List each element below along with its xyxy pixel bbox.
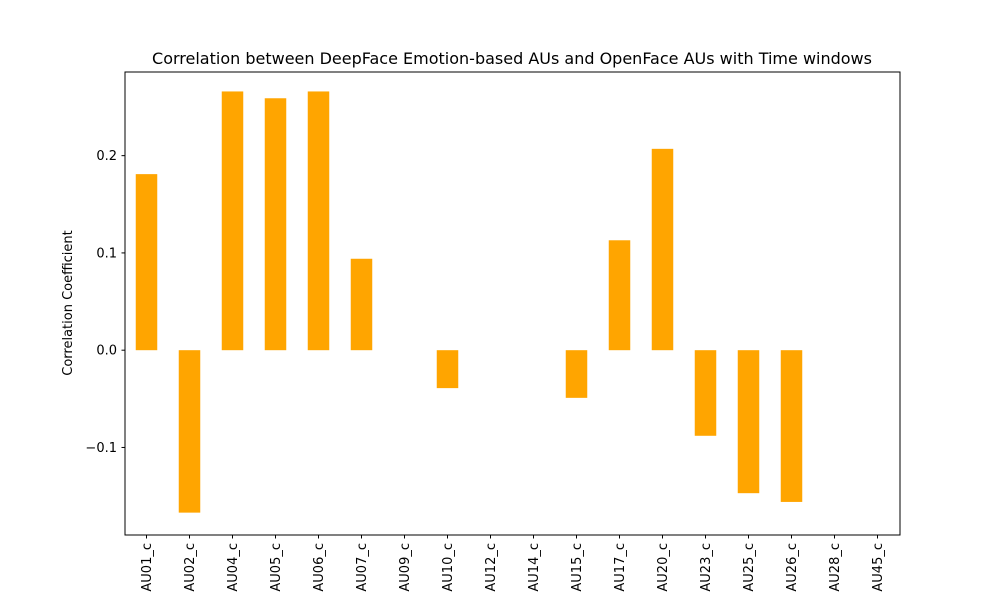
bar-AU20_c bbox=[651, 148, 674, 351]
x-tick-label: AU02_c bbox=[183, 543, 198, 592]
bar-AU04_c bbox=[221, 91, 244, 351]
y-tick-label: −0.1 bbox=[85, 441, 117, 456]
x-axis-ticks: AU01_c AU02_c AU04_c AU05_c AU06_c AU07_c AU09… bbox=[140, 535, 886, 592]
x-tick-label: AU23_c bbox=[699, 543, 714, 592]
x-tick-label: AU25_c bbox=[742, 543, 757, 592]
x-tick-label: AU06_c bbox=[312, 543, 327, 592]
x-tick-label: AU07_c bbox=[355, 543, 370, 592]
x-tick-label: AU28_c bbox=[828, 543, 843, 592]
y-axis-ticks: −0.1 0.0 0.1 0.2 bbox=[85, 149, 125, 456]
x-tick-label: AU45_c bbox=[871, 543, 886, 592]
plot-frame bbox=[124, 71, 901, 536]
bar-AU02_c bbox=[178, 350, 201, 513]
bar-AU05_c bbox=[264, 98, 287, 351]
x-tick-label: AU26_c bbox=[785, 543, 800, 592]
x-tick-label: AU20_c bbox=[656, 543, 671, 592]
bar-AU06_c bbox=[307, 91, 330, 351]
bar-AU07_c bbox=[350, 258, 373, 351]
x-tick-label: AU10_c bbox=[441, 543, 456, 592]
bar-AU26_c bbox=[780, 350, 803, 502]
x-tick-label: AU17_c bbox=[613, 543, 628, 592]
bar-AU23_c bbox=[694, 350, 717, 436]
x-tick-label: AU05_c bbox=[269, 543, 284, 592]
x-tick-label: AU15_c bbox=[570, 543, 585, 592]
chart-title: Correlation between DeepFace Emotion-bas… bbox=[152, 49, 872, 68]
y-tick-label: 0.0 bbox=[96, 344, 117, 359]
bar-AU15_c bbox=[565, 350, 588, 398]
bar-AU10_c bbox=[436, 350, 459, 389]
bars-group bbox=[135, 91, 803, 513]
y-tick-label: 0.2 bbox=[96, 149, 117, 164]
bar-AU17_c bbox=[608, 240, 631, 351]
x-tick-label: AU09_c bbox=[398, 543, 413, 592]
x-tick-label: AU01_c bbox=[140, 543, 155, 592]
bar-AU25_c bbox=[737, 350, 760, 494]
y-axis-label: Correlation Coefficient bbox=[61, 230, 76, 376]
x-tick-label: AU12_c bbox=[484, 543, 499, 592]
x-tick-label: AU14_c bbox=[527, 543, 542, 592]
bar-AU01_c bbox=[135, 174, 158, 351]
x-tick-label: AU04_c bbox=[226, 543, 241, 592]
y-tick-label: 0.1 bbox=[96, 246, 117, 261]
